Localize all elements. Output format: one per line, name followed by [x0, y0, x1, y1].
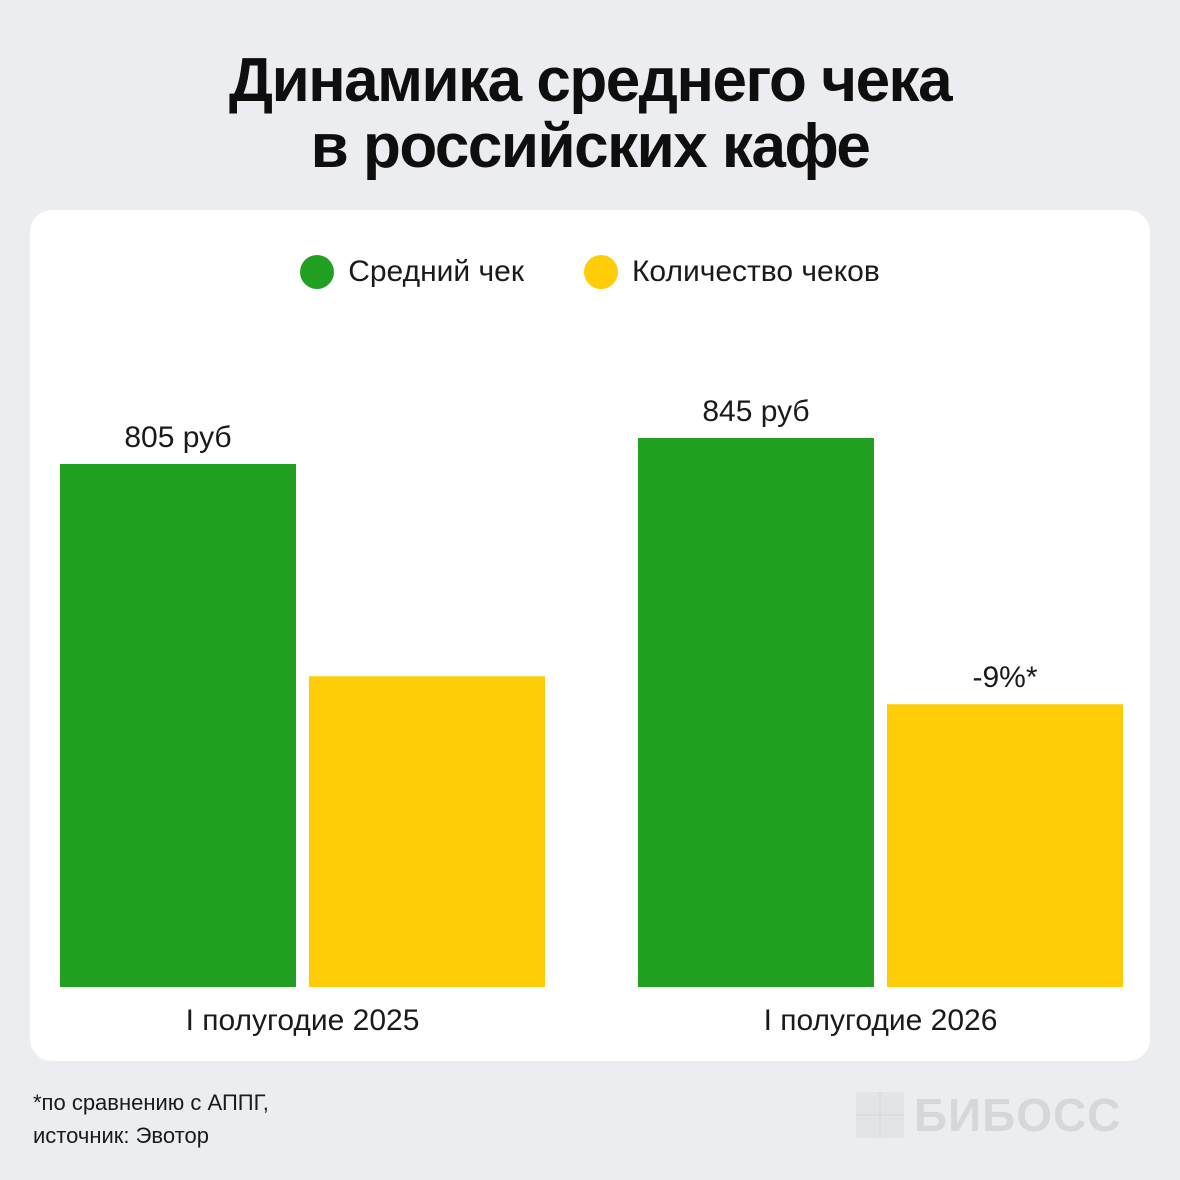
data-label-check-count-2: -9%*: [972, 661, 1037, 694]
brand-logo: БИБОСС: [856, 1088, 1121, 1142]
category-label-2: I полугодие 2026: [764, 1004, 998, 1037]
chart-title: Динамика среднего чека в российских кафе: [0, 48, 1180, 180]
footnote: *по сравнению с АППГ, источник: Эвотор: [33, 1086, 269, 1152]
legend-swatch-yellow: [583, 255, 618, 289]
data-label-average-check-2: 845 руб: [702, 395, 809, 428]
footnote-line-1: *по сравнению с АППГ,: [33, 1090, 269, 1115]
legend-label-average-check: Средний чек: [348, 255, 524, 288]
title-line-2: в российских кафе: [310, 112, 871, 181]
data-label-average-check-1: 805 руб: [124, 421, 231, 454]
title-line-1: Динамика среднего чека: [228, 46, 953, 115]
bar-check-count-1: [309, 676, 545, 987]
brand-name: БИБОСС: [914, 1089, 1122, 1141]
legend-swatch-green: [300, 255, 335, 289]
bar-average-check-1: [60, 463, 296, 987]
footnote-line-2: источник: Эвотор: [33, 1123, 209, 1148]
bar-average-check-2: [638, 438, 874, 987]
bar-check-count-2: [887, 704, 1123, 987]
legend-item-check-count: Количество чеков: [583, 255, 880, 289]
legend-label-check-count: Количество чеков: [631, 255, 880, 288]
legend-item-average-check: Средний чек: [300, 255, 524, 289]
category-label-1: I полугодие 2025: [186, 1004, 420, 1037]
brand-logo-icon: [856, 1092, 904, 1138]
legend: Средний чек Количество чеков: [0, 252, 1180, 292]
